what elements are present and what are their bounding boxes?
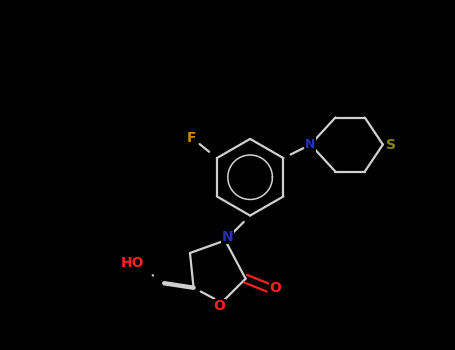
Text: O: O bbox=[269, 281, 281, 295]
Text: N: N bbox=[222, 230, 233, 244]
Text: O: O bbox=[213, 299, 225, 313]
Text: S: S bbox=[386, 138, 396, 152]
Text: F: F bbox=[187, 131, 197, 145]
Text: HO: HO bbox=[121, 256, 144, 270]
Text: N: N bbox=[305, 138, 316, 151]
